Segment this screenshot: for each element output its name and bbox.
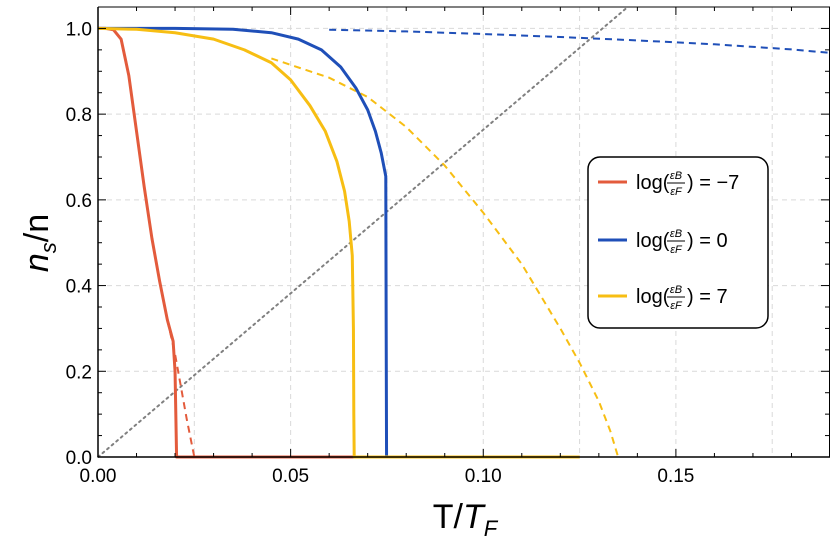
legend-item: log(εB εF ) = 0 — [598, 228, 728, 256]
series-0-solid-line — [98, 26, 580, 459]
legend-label-suffix: ) = −7 — [687, 172, 739, 194]
legend-box — [587, 156, 769, 329]
legend-label-prefix: log( — [636, 286, 670, 308]
x-axis-label-main: T/ — [433, 498, 464, 536]
series-1-dashed-line — [329, 28, 830, 54]
legend-label-prefix: log( — [636, 172, 670, 194]
y-axis-label: ns/n — [18, 214, 61, 272]
x-tick-label: 0.05 — [272, 466, 309, 487]
legend-frac-den: εF — [670, 244, 683, 256]
x-tick-label: 0.10 — [465, 466, 502, 487]
legend-frac-den: εF — [670, 300, 683, 312]
x-tick-label: 0.00 — [80, 466, 117, 487]
y-tick-label: 0.2 — [66, 362, 92, 383]
legend-label-suffix: ) = 7 — [687, 286, 728, 308]
legend-item: log(εB εF ) = −7 — [598, 170, 739, 198]
legend-frac-num: εB — [670, 170, 682, 182]
x-tick-label: 0.15 — [657, 466, 694, 487]
y-tick-label: 1.0 — [66, 19, 92, 40]
legend-label-prefix: log( — [636, 230, 670, 252]
legend-frac-num: εB — [670, 228, 682, 240]
tick-marks — [97, 6, 830, 458]
legend-frac-den: εF — [670, 186, 683, 198]
legend-label-suffix: ) = 0 — [687, 230, 728, 252]
series-1-solid-line — [98, 26, 580, 459]
y-tick-label: 0.4 — [66, 277, 93, 298]
y-axis-label-n: n — [18, 253, 56, 272]
y-axis-label-sub: s — [36, 242, 61, 253]
y-tick-label: 0.0 — [66, 448, 92, 469]
x-axis-label: T/TF — [433, 498, 499, 541]
reference-dotted-line — [97, 6, 629, 458]
y-tick-label: 0.8 — [66, 105, 92, 126]
tick-labels: 0.00 0.05 0.10 0.15 0.0 0.2 0.4 0.6 0.8 1.0 — [66, 19, 695, 487]
legend-item: log(εB εF ) = 7 — [598, 284, 728, 312]
series-0-dashed-line — [166, 319, 580, 458]
y-tick-label: 0.6 — [66, 191, 92, 212]
y-axis-label-rest: /n — [18, 214, 56, 242]
x-axis-label-italic: T — [463, 498, 486, 536]
series-2-solid-line — [97, 26, 580, 459]
legend-frac-num: εB — [670, 284, 682, 296]
x-axis-label-sub: F — [484, 516, 499, 541]
series-2-dashed-line — [271, 57, 620, 458]
